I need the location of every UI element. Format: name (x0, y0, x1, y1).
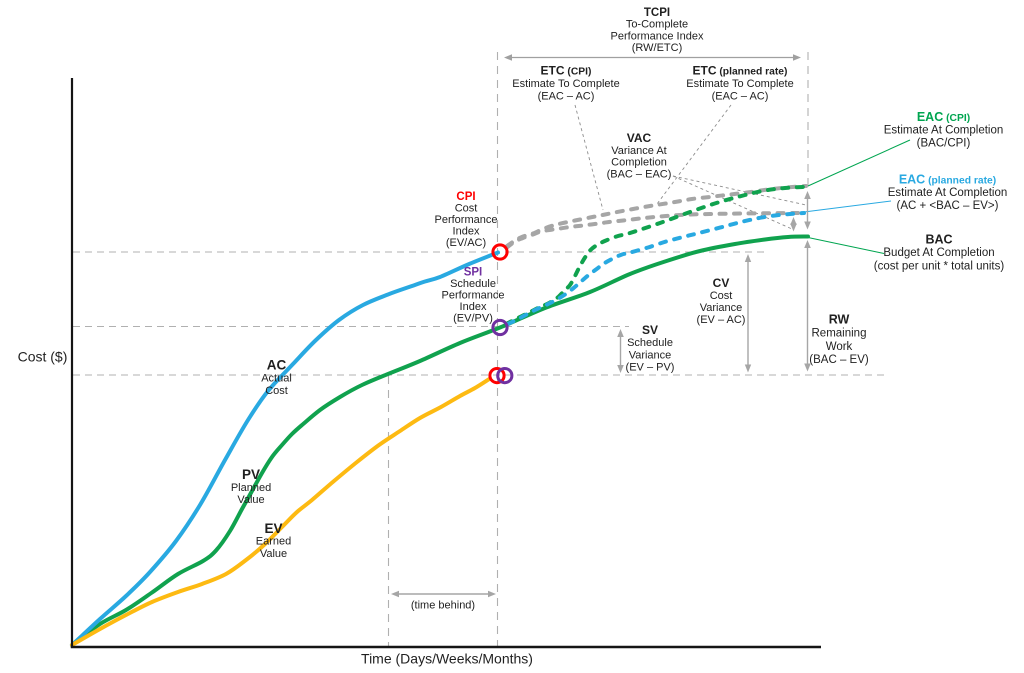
svg-text:Variance: Variance (629, 349, 672, 361)
svg-text:PV: PV (242, 467, 260, 482)
svg-text:Index: Index (460, 301, 487, 313)
svg-text:(EV – PV): (EV – PV) (626, 362, 675, 374)
svg-text:To-Complete: To-Complete (626, 19, 688, 31)
svg-text:Completion: Completion (611, 157, 667, 169)
svg-text:(EV – AC): (EV – AC) (697, 314, 746, 326)
svg-text:VAC: VAC (627, 131, 652, 145)
svg-text:Time (Days/Weeks/Months): Time (Days/Weeks/Months) (361, 651, 533, 667)
svg-text:(EAC – AC): (EAC – AC) (712, 90, 769, 102)
svg-text:(cost per unit * total units): (cost per unit * total units) (874, 260, 1005, 272)
svg-text:Budget At Completion: Budget At Completion (883, 247, 994, 259)
svg-text:Value: Value (237, 494, 264, 506)
svg-text:(EV/AC): (EV/AC) (446, 237, 486, 249)
svg-text:Variance: Variance (700, 302, 743, 314)
svg-text:(time behind): (time behind) (411, 599, 475, 611)
svg-text:ETC (planned rate): ETC (planned rate) (693, 64, 788, 78)
svg-text:Earned: Earned (256, 536, 291, 548)
svg-text:Schedule: Schedule (450, 278, 496, 290)
svg-text:Planned: Planned (231, 482, 271, 494)
svg-text:Value: Value (260, 548, 287, 560)
svg-text:Cost ($): Cost ($) (18, 349, 68, 365)
svg-text:(AC + <BAC – EV>): (AC + <BAC – EV>) (897, 200, 999, 212)
svg-text:Estimate At Completion: Estimate At Completion (884, 125, 1004, 137)
svg-text:Cost: Cost (265, 385, 288, 397)
svg-text:BAC: BAC (925, 232, 952, 246)
svg-text:Schedule: Schedule (627, 337, 673, 349)
svg-text:Performance: Performance (435, 214, 498, 226)
svg-text:Work: Work (826, 341, 853, 353)
svg-text:Cost: Cost (710, 290, 733, 302)
svg-text:Variance At: Variance At (611, 145, 666, 157)
svg-text:Remaining: Remaining (812, 327, 867, 339)
svg-text:AC: AC (267, 358, 287, 373)
svg-text:Estimate To Complete: Estimate To Complete (686, 78, 793, 90)
svg-text:Performance Index: Performance Index (611, 30, 704, 42)
svg-text:Estimate To Complete: Estimate To Complete (512, 78, 619, 90)
svg-text:ETC (CPI): ETC (CPI) (541, 64, 592, 78)
svg-text:Estimate At Completion: Estimate At Completion (888, 187, 1008, 199)
svg-text:(BAC – EV): (BAC – EV) (809, 354, 869, 366)
svg-text:EAC (planned rate): EAC (planned rate) (899, 173, 996, 187)
svg-text:Cost: Cost (455, 202, 478, 214)
svg-text:EAC (CPI): EAC (CPI) (917, 110, 970, 124)
svg-text:EV: EV (264, 521, 282, 536)
svg-text:CPI: CPI (456, 191, 475, 203)
svg-text:CV: CV (713, 276, 730, 290)
svg-text:(EV/PV): (EV/PV) (453, 312, 493, 324)
svg-text:Actual: Actual (261, 373, 292, 385)
svg-text:SV: SV (642, 323, 658, 337)
svg-text:Index: Index (453, 225, 480, 237)
svg-text:(BAC/CPI): (BAC/CPI) (917, 138, 971, 150)
svg-text:(BAC – EAC): (BAC – EAC) (607, 169, 672, 181)
svg-text:(RW/ETC): (RW/ETC) (632, 42, 683, 54)
svg-text:TCPI: TCPI (644, 7, 670, 19)
svg-text:Performance: Performance (442, 289, 505, 301)
svg-text:SPI: SPI (464, 267, 483, 279)
svg-text:RW: RW (829, 312, 850, 326)
svg-text:(EAC – AC): (EAC – AC) (538, 90, 595, 102)
